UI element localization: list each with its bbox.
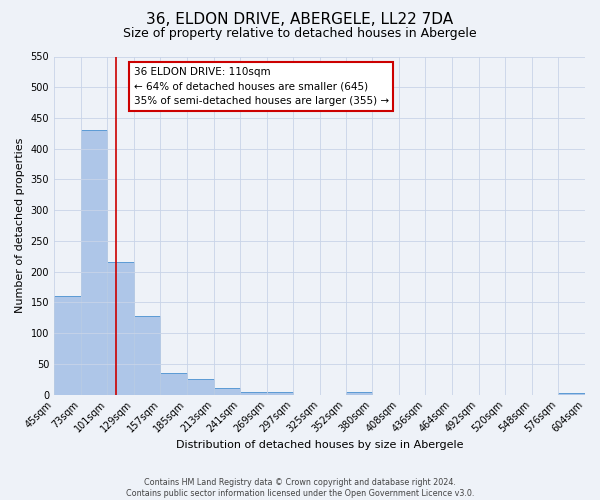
Bar [134,316,160,394]
Bar [267,392,293,394]
Bar [214,388,240,394]
Bar [346,392,372,394]
Bar [187,380,214,394]
Bar [54,296,80,394]
X-axis label: Distribution of detached houses by size in Abergele: Distribution of detached houses by size … [176,440,463,450]
Text: 36 ELDON DRIVE: 110sqm
← 64% of detached houses are smaller (645)
35% of semi-de: 36 ELDON DRIVE: 110sqm ← 64% of detached… [134,66,389,106]
Text: Size of property relative to detached houses in Abergele: Size of property relative to detached ho… [123,28,477,40]
Bar [559,393,585,394]
Text: 36, ELDON DRIVE, ABERGELE, LL22 7DA: 36, ELDON DRIVE, ABERGELE, LL22 7DA [146,12,454,28]
Bar [107,262,134,394]
Bar [240,392,267,394]
Bar [160,373,187,394]
Bar [80,130,107,394]
Text: Contains HM Land Registry data © Crown copyright and database right 2024.
Contai: Contains HM Land Registry data © Crown c… [126,478,474,498]
Y-axis label: Number of detached properties: Number of detached properties [15,138,25,314]
